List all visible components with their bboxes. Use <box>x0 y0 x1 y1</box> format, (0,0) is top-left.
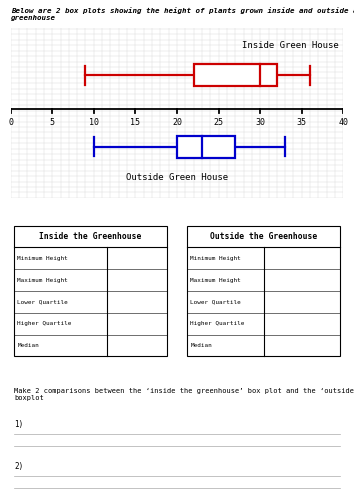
Text: Minimum Height: Minimum Height <box>190 256 241 261</box>
Text: Inside the Greenhouse: Inside the Greenhouse <box>39 232 142 241</box>
Text: Minimum Height: Minimum Height <box>17 256 68 261</box>
Text: Outside Green House: Outside Green House <box>126 172 228 182</box>
Text: 5: 5 <box>50 118 55 127</box>
Text: Maximum Height: Maximum Height <box>190 278 241 282</box>
Text: Higher Quartile: Higher Quartile <box>190 322 245 326</box>
Text: Outside the Greenhouse: Outside the Greenhouse <box>210 232 317 241</box>
Text: 25: 25 <box>213 118 224 127</box>
Bar <box>177 136 235 158</box>
Text: Lower Quartile: Lower Quartile <box>190 300 241 304</box>
Text: Median: Median <box>190 343 212 348</box>
Text: 0: 0 <box>8 118 13 127</box>
Text: 10: 10 <box>89 118 99 127</box>
Text: 35: 35 <box>297 118 307 127</box>
Text: Maximum Height: Maximum Height <box>17 278 68 282</box>
Bar <box>14 226 167 356</box>
Text: Higher Quartile: Higher Quartile <box>17 322 72 326</box>
Text: 20: 20 <box>172 118 182 127</box>
Text: Lower Quartile: Lower Quartile <box>17 300 68 304</box>
Bar <box>187 226 340 356</box>
Text: Below are 2 box plots showing the height of plants grown inside and outside a
gr: Below are 2 box plots showing the height… <box>11 8 354 22</box>
Text: 1): 1) <box>14 420 23 428</box>
Text: 15: 15 <box>130 118 141 127</box>
Text: Inside Green House: Inside Green House <box>242 41 339 50</box>
Text: 40: 40 <box>338 118 348 127</box>
Bar <box>194 64 277 86</box>
Text: 30: 30 <box>255 118 265 127</box>
Text: Median: Median <box>17 343 39 348</box>
Text: 2): 2) <box>14 462 23 471</box>
Text: Make 2 comparisons between the ‘inside the greenhouse’ box plot and the ‘outside: Make 2 comparisons between the ‘inside t… <box>14 388 354 400</box>
